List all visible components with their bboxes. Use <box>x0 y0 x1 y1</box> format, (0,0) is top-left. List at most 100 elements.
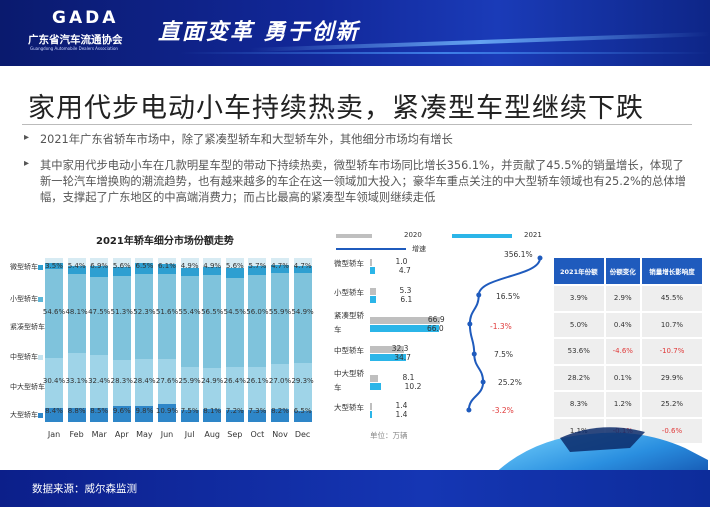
data-label: 56.5% <box>201 308 224 316</box>
growth-line <box>467 257 541 411</box>
bar-segment <box>271 272 289 365</box>
bar-2021 <box>370 296 377 303</box>
data-label: 5.6% <box>112 262 131 270</box>
bar-segment <box>293 265 312 274</box>
data-label: 29.3% <box>291 377 314 385</box>
growth-point <box>537 255 543 261</box>
bar-2021 <box>370 325 439 332</box>
data-label: 52.3% <box>133 308 156 316</box>
data-label: 7.5% <box>180 407 199 415</box>
legend-label-2020: 2020 <box>404 231 422 239</box>
bar-segment <box>45 268 63 359</box>
x-tick-label: May <box>136 430 153 439</box>
bar-segment <box>67 407 86 422</box>
bar-segment <box>112 275 131 360</box>
table-row: 5.0% 0.4% 10.7% <box>554 312 702 337</box>
bar-2021 <box>370 411 372 418</box>
data-label: 8.5% <box>90 407 109 415</box>
growth-point <box>471 351 477 357</box>
bar-column <box>112 258 131 422</box>
value-label-2021: 6.1 <box>400 295 413 304</box>
table-cell: 0.4% <box>605 312 640 337</box>
data-label: 54.5% <box>223 308 246 316</box>
growth-label: 356.1% <box>504 250 533 259</box>
legend-text: 紧凑型轿车 <box>10 323 45 331</box>
legend-text: 小型轿车 <box>10 295 38 303</box>
footer-band <box>0 470 710 507</box>
table-cell: 45.5% <box>641 286 702 311</box>
growth-label: 16.5% <box>496 292 520 301</box>
data-label: 9.8% <box>135 407 154 415</box>
legend-swatch <box>38 354 43 360</box>
legend-swatch <box>38 296 43 302</box>
x-tick-label: Aug <box>204 430 220 439</box>
data-label: 7.3% <box>248 407 267 415</box>
table-header: 销量增长影响度 <box>641 258 702 284</box>
table-cell: 29.9% <box>641 365 702 390</box>
legend-text: 大型轿车 <box>10 411 38 419</box>
bar-segment <box>248 410 267 422</box>
legend-swatch-growth <box>336 248 406 250</box>
table-row: 28.2% 0.1% 29.9% <box>554 365 702 390</box>
category-label: 大型轿车 <box>334 403 364 412</box>
data-label: 32.4% <box>88 377 111 385</box>
bullet-icon: ▸ <box>24 158 30 169</box>
growth-point <box>480 379 486 385</box>
bar-segment <box>203 275 222 368</box>
page-title: 家用代步电动小车持续热卖，紧凑型车型继续下跌 <box>28 93 644 124</box>
bar-segment <box>158 274 176 359</box>
bar-2021 <box>370 354 407 361</box>
bar-column <box>158 258 176 422</box>
bar-segment <box>135 359 154 406</box>
data-label: 8.1% <box>203 407 222 415</box>
bar-segment <box>225 410 244 422</box>
legend-item: 微型轿车 <box>10 262 45 272</box>
x-tick-label: Nov <box>272 430 288 439</box>
bar-column <box>293 258 312 422</box>
bar-segment <box>203 408 222 422</box>
bar-segment <box>45 263 63 269</box>
value-label-2020: 32.3 <box>391 344 409 353</box>
bar-segment <box>67 274 86 354</box>
table-cell: 25.2% <box>641 392 702 417</box>
value-label-2021: 66.0 <box>426 324 444 333</box>
x-tick-label: Jul <box>184 430 195 439</box>
bar-segment <box>293 273 312 364</box>
data-label: 54.9% <box>291 308 314 316</box>
bar-segment <box>90 354 109 409</box>
data-label: 30.4% <box>42 377 66 385</box>
legend-swatch-2020 <box>336 234 372 238</box>
stacked-bar-chart: 8.4% 8.8% 8.5% 9.6% 9.8% 10.9% 7.5% 8.1% 7.2% 7.3… <box>42 258 314 422</box>
growth-label: -3.2% <box>492 406 514 415</box>
legend-swatch <box>38 264 43 270</box>
x-tick-label: Mar <box>91 430 107 439</box>
category-label: 紧凑型轿 <box>334 311 364 320</box>
bar-2021 <box>370 383 381 390</box>
data-label: 5.7% <box>248 262 267 270</box>
bar-2020 <box>370 259 372 266</box>
data-label: 3.5% <box>45 262 63 270</box>
table-cell: 5.0% <box>554 312 604 337</box>
value-label-2020: 66.9 <box>427 315 445 324</box>
growth-line-chart <box>466 255 543 413</box>
x-tick-label: Sep <box>227 430 243 439</box>
bullet-icon: ▸ <box>24 132 30 143</box>
data-label: 51.6% <box>155 308 179 316</box>
x-tick-label: Dec <box>294 430 311 439</box>
table-header: 份额变化 <box>605 258 640 284</box>
data-label: 28.3% <box>110 377 133 385</box>
data-label: 51.3% <box>110 308 133 316</box>
data-label: 24.9% <box>201 377 224 385</box>
bar-segment <box>90 408 109 422</box>
x-tick-label: Feb <box>69 430 84 439</box>
legend-swatch-2021 <box>452 234 512 238</box>
bar-segment <box>225 268 244 278</box>
bar-segment <box>67 353 86 408</box>
category-label: 车 <box>334 325 342 334</box>
bar-segment <box>203 267 222 276</box>
unit-label: 单位：万辆 <box>370 431 408 440</box>
bar-segment <box>225 277 244 367</box>
data-label: 4.7% <box>293 262 312 270</box>
legend-swatch <box>38 412 43 418</box>
bar-column <box>203 258 222 422</box>
